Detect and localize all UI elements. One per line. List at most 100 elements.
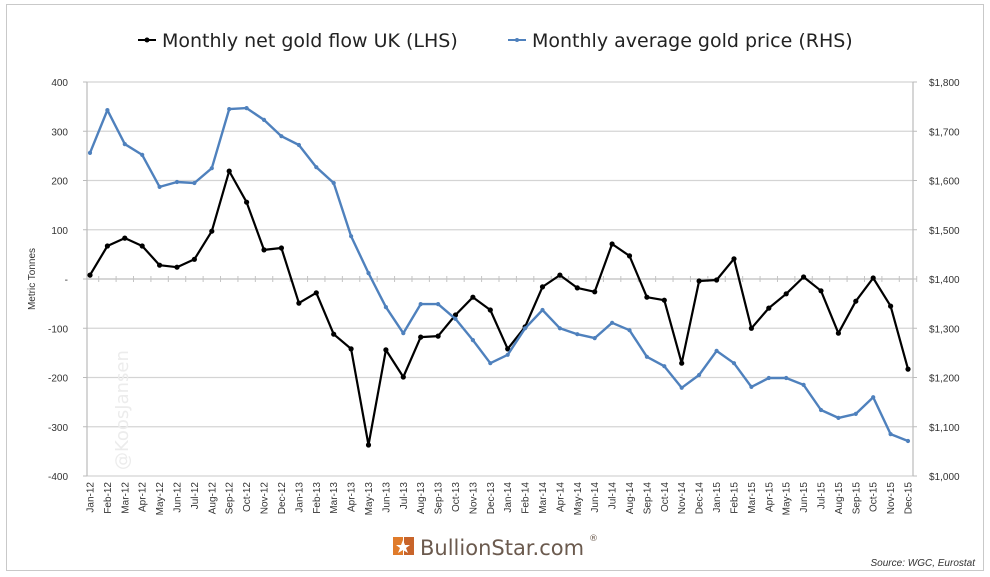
data-point bbox=[871, 395, 876, 400]
x-tick-label: May-14 bbox=[573, 482, 584, 516]
series-line bbox=[88, 106, 909, 443]
x-tick-label: Nov-13 bbox=[468, 482, 479, 515]
data-point bbox=[383, 347, 389, 353]
source-note: Source: WGC, Eurostat bbox=[871, 558, 977, 569]
data-point bbox=[870, 275, 876, 281]
data-point bbox=[731, 361, 737, 366]
data-point bbox=[209, 228, 215, 234]
y2-tick-label: $1,000 bbox=[929, 472, 960, 483]
data-point bbox=[888, 432, 893, 437]
data-point bbox=[523, 326, 528, 331]
data-point bbox=[696, 278, 702, 284]
x-tick-label: Oct-13 bbox=[451, 482, 462, 512]
left-axis-ticks: 400 300 200 100 - -100 -200 -300 -400 bbox=[48, 78, 87, 483]
x-tick-label: Sep-12 bbox=[225, 482, 236, 515]
data-point bbox=[453, 316, 458, 321]
x-tick-label: May-12 bbox=[155, 482, 166, 516]
data-point bbox=[348, 346, 354, 352]
x-tick-label: Sep-15 bbox=[851, 482, 862, 515]
data-point bbox=[853, 411, 858, 416]
data-point bbox=[609, 241, 615, 247]
x-tick-label: Jun-15 bbox=[799, 482, 810, 513]
legend-label-gold-price: Monthly average gold price (RHS) bbox=[532, 30, 853, 52]
data-point bbox=[888, 303, 894, 309]
x-tick-label: Oct-14 bbox=[660, 482, 671, 512]
data-point bbox=[435, 333, 441, 339]
series-group bbox=[87, 106, 911, 448]
data-point bbox=[644, 294, 650, 300]
logo-mark-right bbox=[404, 537, 414, 555]
data-point bbox=[801, 274, 807, 280]
x-tick-label: Mar-15 bbox=[747, 482, 758, 514]
data-point bbox=[697, 372, 702, 378]
x-tick-label: Aug-13 bbox=[416, 482, 427, 515]
data-point bbox=[279, 134, 284, 139]
data-point bbox=[905, 366, 911, 372]
data-point bbox=[662, 364, 667, 369]
data-point bbox=[766, 375, 771, 381]
x-tick-label: Apr-15 bbox=[764, 482, 775, 512]
data-point bbox=[557, 326, 563, 331]
data-point bbox=[157, 184, 162, 189]
y-tick-label: 300 bbox=[51, 127, 68, 138]
x-tick-label: Jun-12 bbox=[173, 482, 184, 513]
y2-tick-label: $1,300 bbox=[929, 324, 960, 335]
x-tick-label: Dec-12 bbox=[277, 482, 288, 515]
y2-tick-label: $1,500 bbox=[929, 226, 960, 237]
data-point bbox=[226, 168, 232, 174]
legend-item-gold-price: Monthly average gold price (RHS) bbox=[508, 30, 853, 52]
y-tick-label: -100 bbox=[48, 324, 68, 335]
y-tick-label: -300 bbox=[48, 423, 68, 434]
y-tick-label: -200 bbox=[48, 374, 68, 385]
data-point bbox=[505, 352, 510, 357]
data-point bbox=[818, 288, 824, 294]
x-tick-label: Apr-13 bbox=[347, 482, 358, 512]
data-point bbox=[227, 107, 232, 112]
x-tick-label: Aug-12 bbox=[207, 482, 218, 515]
x-tick-label: Nov-14 bbox=[677, 482, 688, 515]
data-point bbox=[627, 328, 632, 333]
series-uk-net-flow bbox=[87, 168, 911, 448]
data-point bbox=[261, 247, 267, 253]
data-point bbox=[661, 297, 667, 303]
data-point bbox=[818, 407, 824, 413]
axes bbox=[86, 82, 914, 476]
legend-label-uk-flow: Monthly net gold flow UK (LHS) bbox=[162, 30, 458, 52]
data-point bbox=[488, 361, 493, 366]
data-point bbox=[714, 277, 720, 283]
x-tick-label: May-15 bbox=[782, 482, 793, 516]
data-point bbox=[401, 331, 406, 336]
data-point bbox=[383, 305, 388, 310]
x-tick-label: Jan-13 bbox=[294, 482, 305, 513]
x-tick-label: Oct-12 bbox=[242, 482, 253, 512]
x-tick-label: Jun-14 bbox=[590, 482, 601, 513]
data-point bbox=[174, 179, 180, 185]
legend-item-uk-flow: Monthly net gold flow UK (LHS) bbox=[138, 30, 458, 52]
bullionstar-logo: BullionStar.com ® bbox=[393, 534, 598, 560]
x-tick-label: Mar-12 bbox=[120, 482, 131, 514]
logo-registered-mark: ® bbox=[589, 534, 598, 544]
data-point bbox=[592, 336, 597, 341]
x-tick-label: Sep-14 bbox=[642, 482, 653, 515]
data-point bbox=[209, 166, 214, 171]
x-tick-label: Jul-12 bbox=[190, 482, 201, 510]
data-point bbox=[626, 253, 633, 259]
data-point bbox=[122, 235, 128, 241]
data-point bbox=[296, 300, 302, 306]
series-line bbox=[89, 170, 910, 447]
logo-star-icon bbox=[396, 540, 410, 553]
data-point bbox=[436, 302, 441, 307]
data-point bbox=[801, 382, 806, 387]
x-tick-label: Jul-15 bbox=[816, 482, 827, 510]
data-point bbox=[557, 272, 563, 278]
y2-tick-label: $1,200 bbox=[929, 374, 960, 385]
data-point bbox=[122, 142, 127, 147]
x-tick-label: Feb-12 bbox=[103, 482, 114, 514]
watermark: @KoosJansen bbox=[112, 350, 133, 470]
legend-marker-uk-flow bbox=[144, 37, 150, 43]
legend-marker-gold-price bbox=[515, 38, 519, 42]
x-tick-label: Dec-14 bbox=[695, 482, 706, 515]
x-tick-label: Jan-12 bbox=[86, 482, 97, 513]
data-point bbox=[766, 305, 772, 311]
